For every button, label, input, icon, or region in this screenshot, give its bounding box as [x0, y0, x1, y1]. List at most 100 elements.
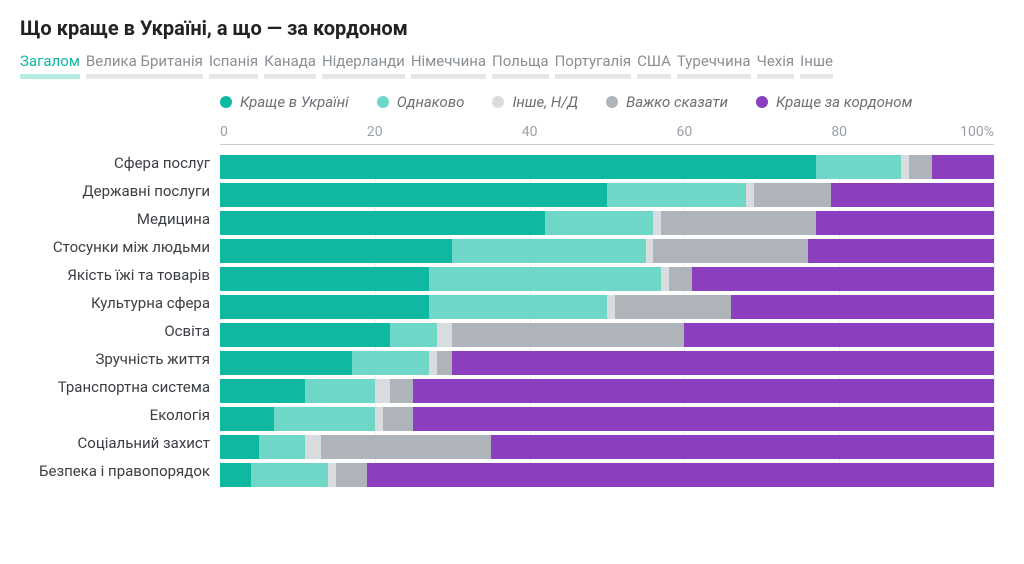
tab-сша[interactable]: США — [637, 50, 671, 79]
bar-row: Соціальний захист — [220, 435, 994, 459]
bar-segment-same — [352, 351, 429, 375]
bar-row: Державні послуги — [220, 183, 994, 207]
bar-segment-other_na — [375, 407, 383, 431]
bar-segment-hard_to_say — [669, 267, 692, 291]
gridline — [994, 155, 995, 487]
bar-segment-better_abroad — [413, 407, 994, 431]
stacked-bar — [220, 323, 994, 347]
bar-segment-better_ua — [220, 295, 429, 319]
legend-swatch — [377, 96, 389, 108]
bar-segment-other_na — [746, 183, 754, 207]
bar-row: Безпека і правопорядок — [220, 463, 994, 487]
bar-segment-hard_to_say — [383, 407, 414, 431]
legend-label: Важко сказати — [626, 93, 728, 111]
bar-row: Транспортна система — [220, 379, 994, 403]
bar-segment-other_na — [901, 155, 909, 179]
bar-segment-better_abroad — [831, 183, 994, 207]
legend-swatch — [606, 96, 618, 108]
bar-segment-better_abroad — [367, 463, 994, 487]
tab-польща[interactable]: Польща — [492, 50, 549, 79]
bar-segment-better_abroad — [491, 435, 994, 459]
bar-segment-better_ua — [220, 435, 259, 459]
bar-segment-better_ua — [220, 407, 274, 431]
tab-інше[interactable]: Інше — [800, 50, 833, 79]
stacked-bar — [220, 267, 994, 291]
bar-segment-same — [251, 463, 328, 487]
row-label: Безпека і правопорядок — [25, 463, 220, 480]
bar-segment-better_abroad — [684, 323, 994, 347]
bar-segment-same — [305, 379, 375, 403]
legend-item: Краще за кордоном — [756, 93, 912, 111]
tab-німеччина[interactable]: Німеччина — [411, 50, 486, 79]
axis-tick: 0 — [220, 124, 228, 140]
tab-канада[interactable]: Канада — [264, 50, 316, 79]
stacked-bar — [220, 407, 994, 431]
stacked-bar — [220, 463, 994, 487]
tab-нідерланди[interactable]: Нідерланди — [322, 50, 405, 79]
axis-tick: 60 — [677, 124, 693, 140]
chart-area: 020406080100% Сфера послугДержавні послу… — [220, 123, 994, 487]
legend-swatch — [220, 96, 232, 108]
bar-segment-better_ua — [220, 379, 305, 403]
legend-item: Краще в Україні — [220, 93, 349, 111]
bar-segment-hard_to_say — [437, 351, 452, 375]
tab-іспанія[interactable]: Іспанія — [209, 50, 258, 79]
bar-segment-better_ua — [220, 351, 352, 375]
bar-segment-better_ua — [220, 239, 452, 263]
axis-tick: 40 — [522, 124, 538, 140]
stacked-bar — [220, 155, 994, 179]
bar-segment-better_ua — [220, 323, 390, 347]
bar-row: Культурна сфера — [220, 295, 994, 319]
bar-rows: Сфера послугДержавні послугиМедицинаСтос… — [220, 155, 994, 487]
tab-велика-британія[interactable]: Велика Британія — [86, 50, 203, 79]
bar-row: Якість їжі та товарів — [220, 267, 994, 291]
tab-туреччина[interactable]: Туреччина — [677, 50, 751, 79]
bar-row: Освіта — [220, 323, 994, 347]
stacked-bar — [220, 351, 994, 375]
bar-segment-hard_to_say — [390, 379, 413, 403]
chart-title: Що краще в Україні, а що — за кордоном — [20, 16, 1004, 40]
bar-segment-same — [429, 267, 661, 291]
bar-segment-better_ua — [220, 155, 816, 179]
bar-segment-hard_to_say — [615, 295, 731, 319]
legend-swatch — [756, 96, 768, 108]
bar-segment-same — [274, 407, 375, 431]
tab-загалом[interactable]: Загалом — [20, 50, 80, 79]
legend-item: Важко сказати — [606, 93, 728, 111]
row-label: Сфера послуг — [25, 155, 220, 172]
row-label: Державні послуги — [25, 183, 220, 200]
row-label: Соціальний захист — [25, 435, 220, 452]
bar-segment-hard_to_say — [909, 155, 932, 179]
bar-row: Медицина — [220, 211, 994, 235]
bar-segment-other_na — [607, 295, 615, 319]
tab-чехія[interactable]: Чехія — [757, 50, 795, 79]
bar-segment-better_abroad — [731, 295, 994, 319]
bar-row: Зручність життя — [220, 351, 994, 375]
bar-segment-same — [390, 323, 436, 347]
axis-tick: 100% — [960, 124, 994, 140]
bar-segment-hard_to_say — [661, 211, 816, 235]
stacked-bar — [220, 239, 994, 263]
bar-segment-better_ua — [220, 267, 429, 291]
bar-segment-better_abroad — [452, 351, 994, 375]
bar-segment-other_na — [375, 379, 390, 403]
bar-segment-other_na — [328, 463, 336, 487]
row-label: Зручність життя — [25, 351, 220, 368]
bar-segment-same — [545, 211, 653, 235]
stacked-bar — [220, 379, 994, 403]
bar-segment-better_abroad — [692, 267, 994, 291]
stacked-bar — [220, 183, 994, 207]
bar-segment-other_na — [653, 211, 661, 235]
bar-row: Стосунки між людьми — [220, 239, 994, 263]
row-label: Екологія — [25, 407, 220, 424]
bar-segment-hard_to_say — [754, 183, 831, 207]
tab-португалія[interactable]: Португалія — [555, 50, 632, 79]
legend-label: Краще в Україні — [240, 93, 349, 111]
stacked-bar — [220, 435, 994, 459]
bar-segment-better_ua — [220, 183, 607, 207]
row-label: Якість їжі та товарів — [25, 267, 220, 284]
bar-segment-same — [452, 239, 646, 263]
row-label: Культурна сфера — [25, 295, 220, 312]
row-label: Освіта — [25, 323, 220, 340]
bar-segment-hard_to_say — [336, 463, 367, 487]
